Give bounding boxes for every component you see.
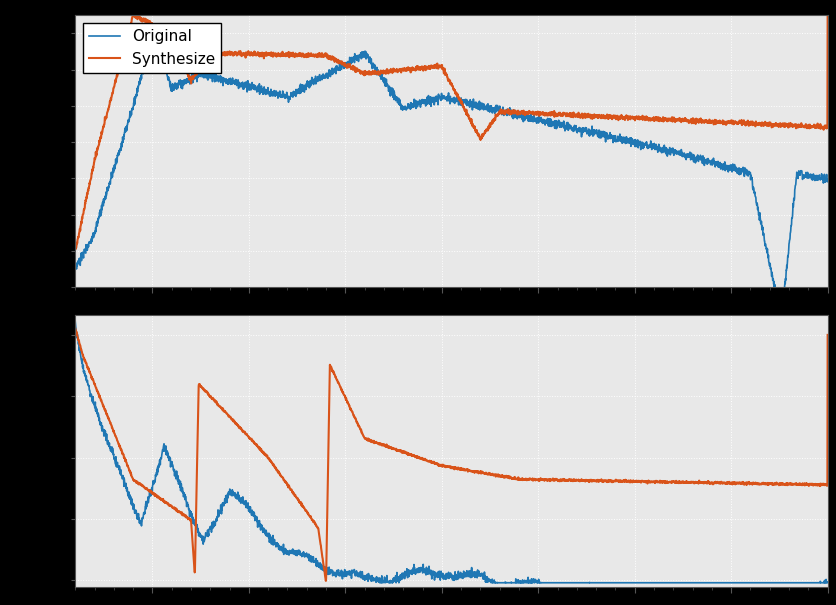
- Original: [773, 302, 783, 309]
- Synthesize: [201, 56, 211, 63]
- Original: [147, 28, 157, 36]
- Original: [156, 57, 166, 65]
- Original: [359, 54, 369, 61]
- Legend: Original, Synthesize: Original, Synthesize: [83, 23, 222, 73]
- Synthesize: [823, 8, 833, 15]
- Original: [391, 96, 401, 103]
- Original: [727, 168, 737, 175]
- Line: Synthesize: Synthesize: [75, 11, 828, 249]
- Synthesize: [808, 122, 818, 129]
- Synthesize: [726, 119, 737, 126]
- Synthesize: [156, 25, 166, 32]
- Original: [823, 175, 833, 183]
- Synthesize: [70, 246, 80, 253]
- Line: Original: Original: [75, 32, 828, 306]
- Original: [70, 262, 80, 269]
- Original: [808, 171, 818, 178]
- Original: [201, 73, 211, 80]
- Synthesize: [359, 70, 369, 77]
- Synthesize: [391, 67, 401, 74]
